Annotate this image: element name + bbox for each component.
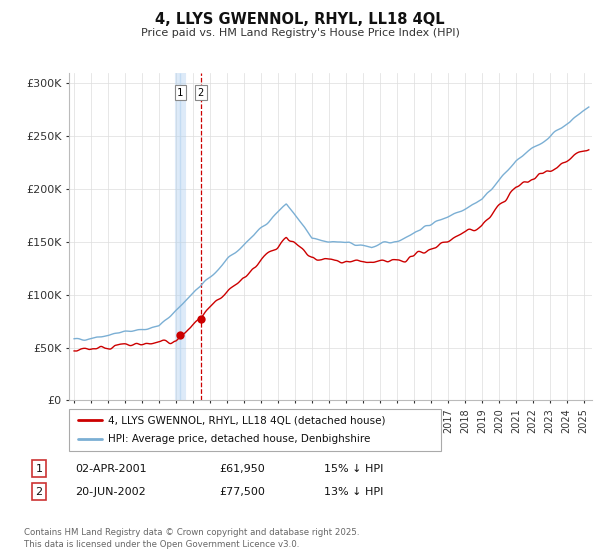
- Text: Price paid vs. HM Land Registry's House Price Index (HPI): Price paid vs. HM Land Registry's House …: [140, 28, 460, 38]
- Text: HPI: Average price, detached house, Denbighshire: HPI: Average price, detached house, Denb…: [108, 435, 370, 445]
- FancyBboxPatch shape: [69, 409, 441, 451]
- Text: 02-APR-2001: 02-APR-2001: [75, 464, 146, 474]
- Text: £77,500: £77,500: [219, 487, 265, 497]
- Text: 20-JUN-2002: 20-JUN-2002: [75, 487, 146, 497]
- Text: 4, LLYS GWENNOL, RHYL, LL18 4QL: 4, LLYS GWENNOL, RHYL, LL18 4QL: [155, 12, 445, 27]
- Text: 1: 1: [177, 88, 184, 98]
- Text: 2: 2: [35, 487, 43, 497]
- Text: 13% ↓ HPI: 13% ↓ HPI: [324, 487, 383, 497]
- Text: 4, LLYS GWENNOL, RHYL, LL18 4QL (detached house): 4, LLYS GWENNOL, RHYL, LL18 4QL (detache…: [108, 415, 386, 425]
- Text: 2: 2: [197, 88, 204, 98]
- Text: £61,950: £61,950: [219, 464, 265, 474]
- Text: Contains HM Land Registry data © Crown copyright and database right 2025.
This d: Contains HM Land Registry data © Crown c…: [24, 528, 359, 549]
- Text: 15% ↓ HPI: 15% ↓ HPI: [324, 464, 383, 474]
- Text: 1: 1: [35, 464, 43, 474]
